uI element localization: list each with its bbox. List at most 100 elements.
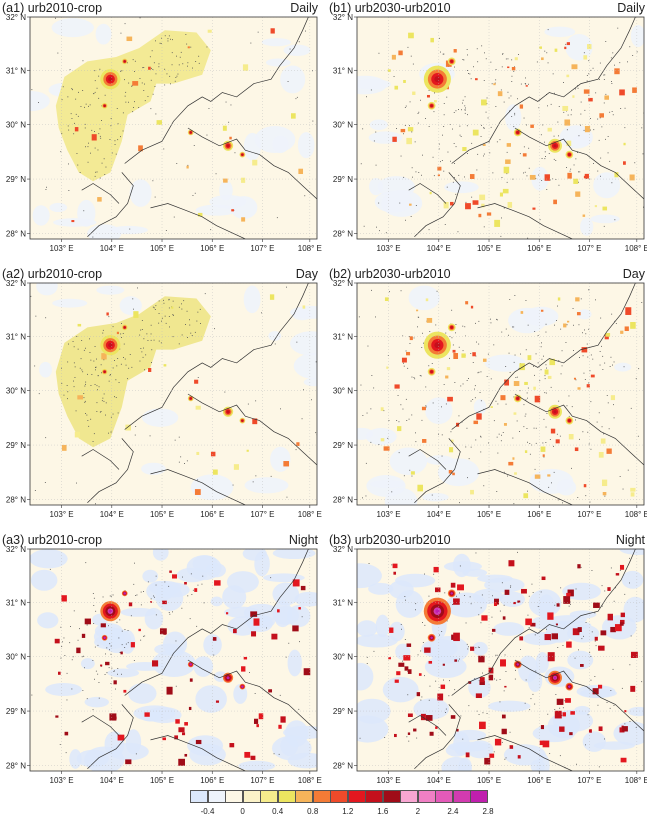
warming-speck [250, 755, 256, 760]
warming-speck [547, 474, 551, 477]
province-borders [408, 549, 644, 771]
warming-speck [398, 50, 403, 56]
negative-patch [590, 214, 620, 224]
warming-speck [76, 647, 81, 654]
lon-tick-label: 104° E [427, 510, 451, 519]
warming-speck [125, 759, 132, 765]
warming-speck [156, 120, 162, 125]
warming-speck [250, 611, 258, 617]
warming-speck [413, 728, 417, 732]
warming-speck [393, 571, 397, 575]
map-frame [356, 282, 645, 506]
negative-patch [466, 740, 494, 759]
warming-speck [456, 728, 459, 732]
warming-speck [233, 628, 237, 634]
warming-speck [406, 643, 412, 647]
lat-tick-label: 28° N [333, 495, 353, 504]
negative-patch [565, 33, 593, 61]
negative-patch [36, 283, 58, 296]
warming-speck [391, 54, 396, 60]
warming-speck [523, 493, 529, 499]
warming-speck [513, 412, 517, 415]
warming-speck [580, 663, 584, 667]
warming-speck [569, 732, 573, 736]
warming-speck [163, 631, 167, 635]
warming-speck [292, 579, 300, 587]
warming-speck [598, 726, 603, 731]
warming-speck [605, 332, 611, 337]
warming-speck [584, 126, 591, 133]
warming-speck [624, 710, 627, 713]
warming-speck [604, 95, 610, 100]
warming-speck [630, 487, 636, 492]
lat-tick-label: 31° N [6, 66, 26, 75]
map-panel-b3: (b3) urb2030-urb2010 Night 32° N 31° N 30° N… [327, 533, 647, 799]
warming-speck [452, 472, 455, 476]
negative-patch [444, 181, 479, 194]
urban-hotspot [516, 397, 519, 400]
urban-hotspot [241, 685, 244, 688]
colorbar: -0.4 0 0.4 0.8 1.2 1.6 2 2.4 2.8 [190, 790, 494, 826]
panel-period-label: Daily [290, 1, 318, 15]
warming-speck [453, 632, 460, 642]
negative-patch [109, 225, 148, 235]
warming-speck [575, 191, 581, 197]
lon-tick-label: 103° E [50, 244, 74, 253]
lon-tick-label: 104° E [427, 244, 451, 253]
warming-speck [505, 159, 511, 164]
negative-patch [219, 180, 233, 201]
warming-speck [74, 127, 79, 132]
warming-speck [525, 85, 528, 87]
warming-speck [572, 628, 580, 636]
warming-speck [615, 573, 620, 576]
graticule [30, 283, 317, 505]
warming-speck [77, 323, 82, 327]
negative-patch [389, 621, 405, 642]
negative-patch [462, 568, 488, 577]
urban-hotspot [450, 592, 453, 595]
warming-speck [533, 386, 536, 390]
lon-tick-label: 105° E [150, 244, 174, 253]
warming-speck [403, 79, 406, 83]
warming-speck [389, 627, 394, 633]
negative-patch [484, 354, 526, 372]
warming-speck [574, 447, 579, 452]
colorbar-swatch [242, 790, 261, 803]
warming-speck [426, 317, 433, 323]
lon-tick-label: 108° E [298, 776, 322, 785]
lat-tick-label: 28° N [6, 761, 26, 770]
warming-speck [54, 638, 60, 644]
warming-speck [433, 566, 439, 573]
warming-speck [539, 46, 542, 49]
warming-speck [599, 113, 604, 118]
lon-tick-label: 104° E [100, 776, 124, 785]
urban-hotspot [430, 104, 433, 108]
warming-speck [556, 603, 560, 607]
significance-stipple [360, 27, 644, 239]
urban-hotspot [553, 144, 557, 148]
negative-patch [499, 591, 526, 607]
lon-tick-label: 107° E [577, 510, 601, 519]
warming-speck [465, 301, 469, 305]
warming-speck [489, 753, 495, 758]
warming-speck [429, 731, 434, 736]
colorbar-swatch [435, 790, 454, 803]
negative-patch [567, 650, 594, 670]
warming-speck [55, 715, 59, 718]
warming-speck [564, 46, 567, 50]
warming-speck [550, 428, 556, 434]
panel-title: (b1) urb2030-urb2010 [329, 1, 451, 15]
warming-speck [584, 173, 589, 179]
warming-speck [130, 642, 135, 648]
warming-speck [564, 119, 571, 126]
warming-speck [493, 602, 498, 607]
negative-patch [468, 677, 491, 699]
warming-speck [452, 349, 456, 353]
warming-speck [508, 560, 515, 567]
warming-speck [481, 203, 485, 208]
lat-tick-label: 32° N [6, 545, 26, 554]
warming-speck [571, 64, 578, 70]
lon-tick-label: 103° E [50, 510, 74, 519]
warming-speck [212, 637, 217, 641]
warming-speck [573, 377, 576, 380]
